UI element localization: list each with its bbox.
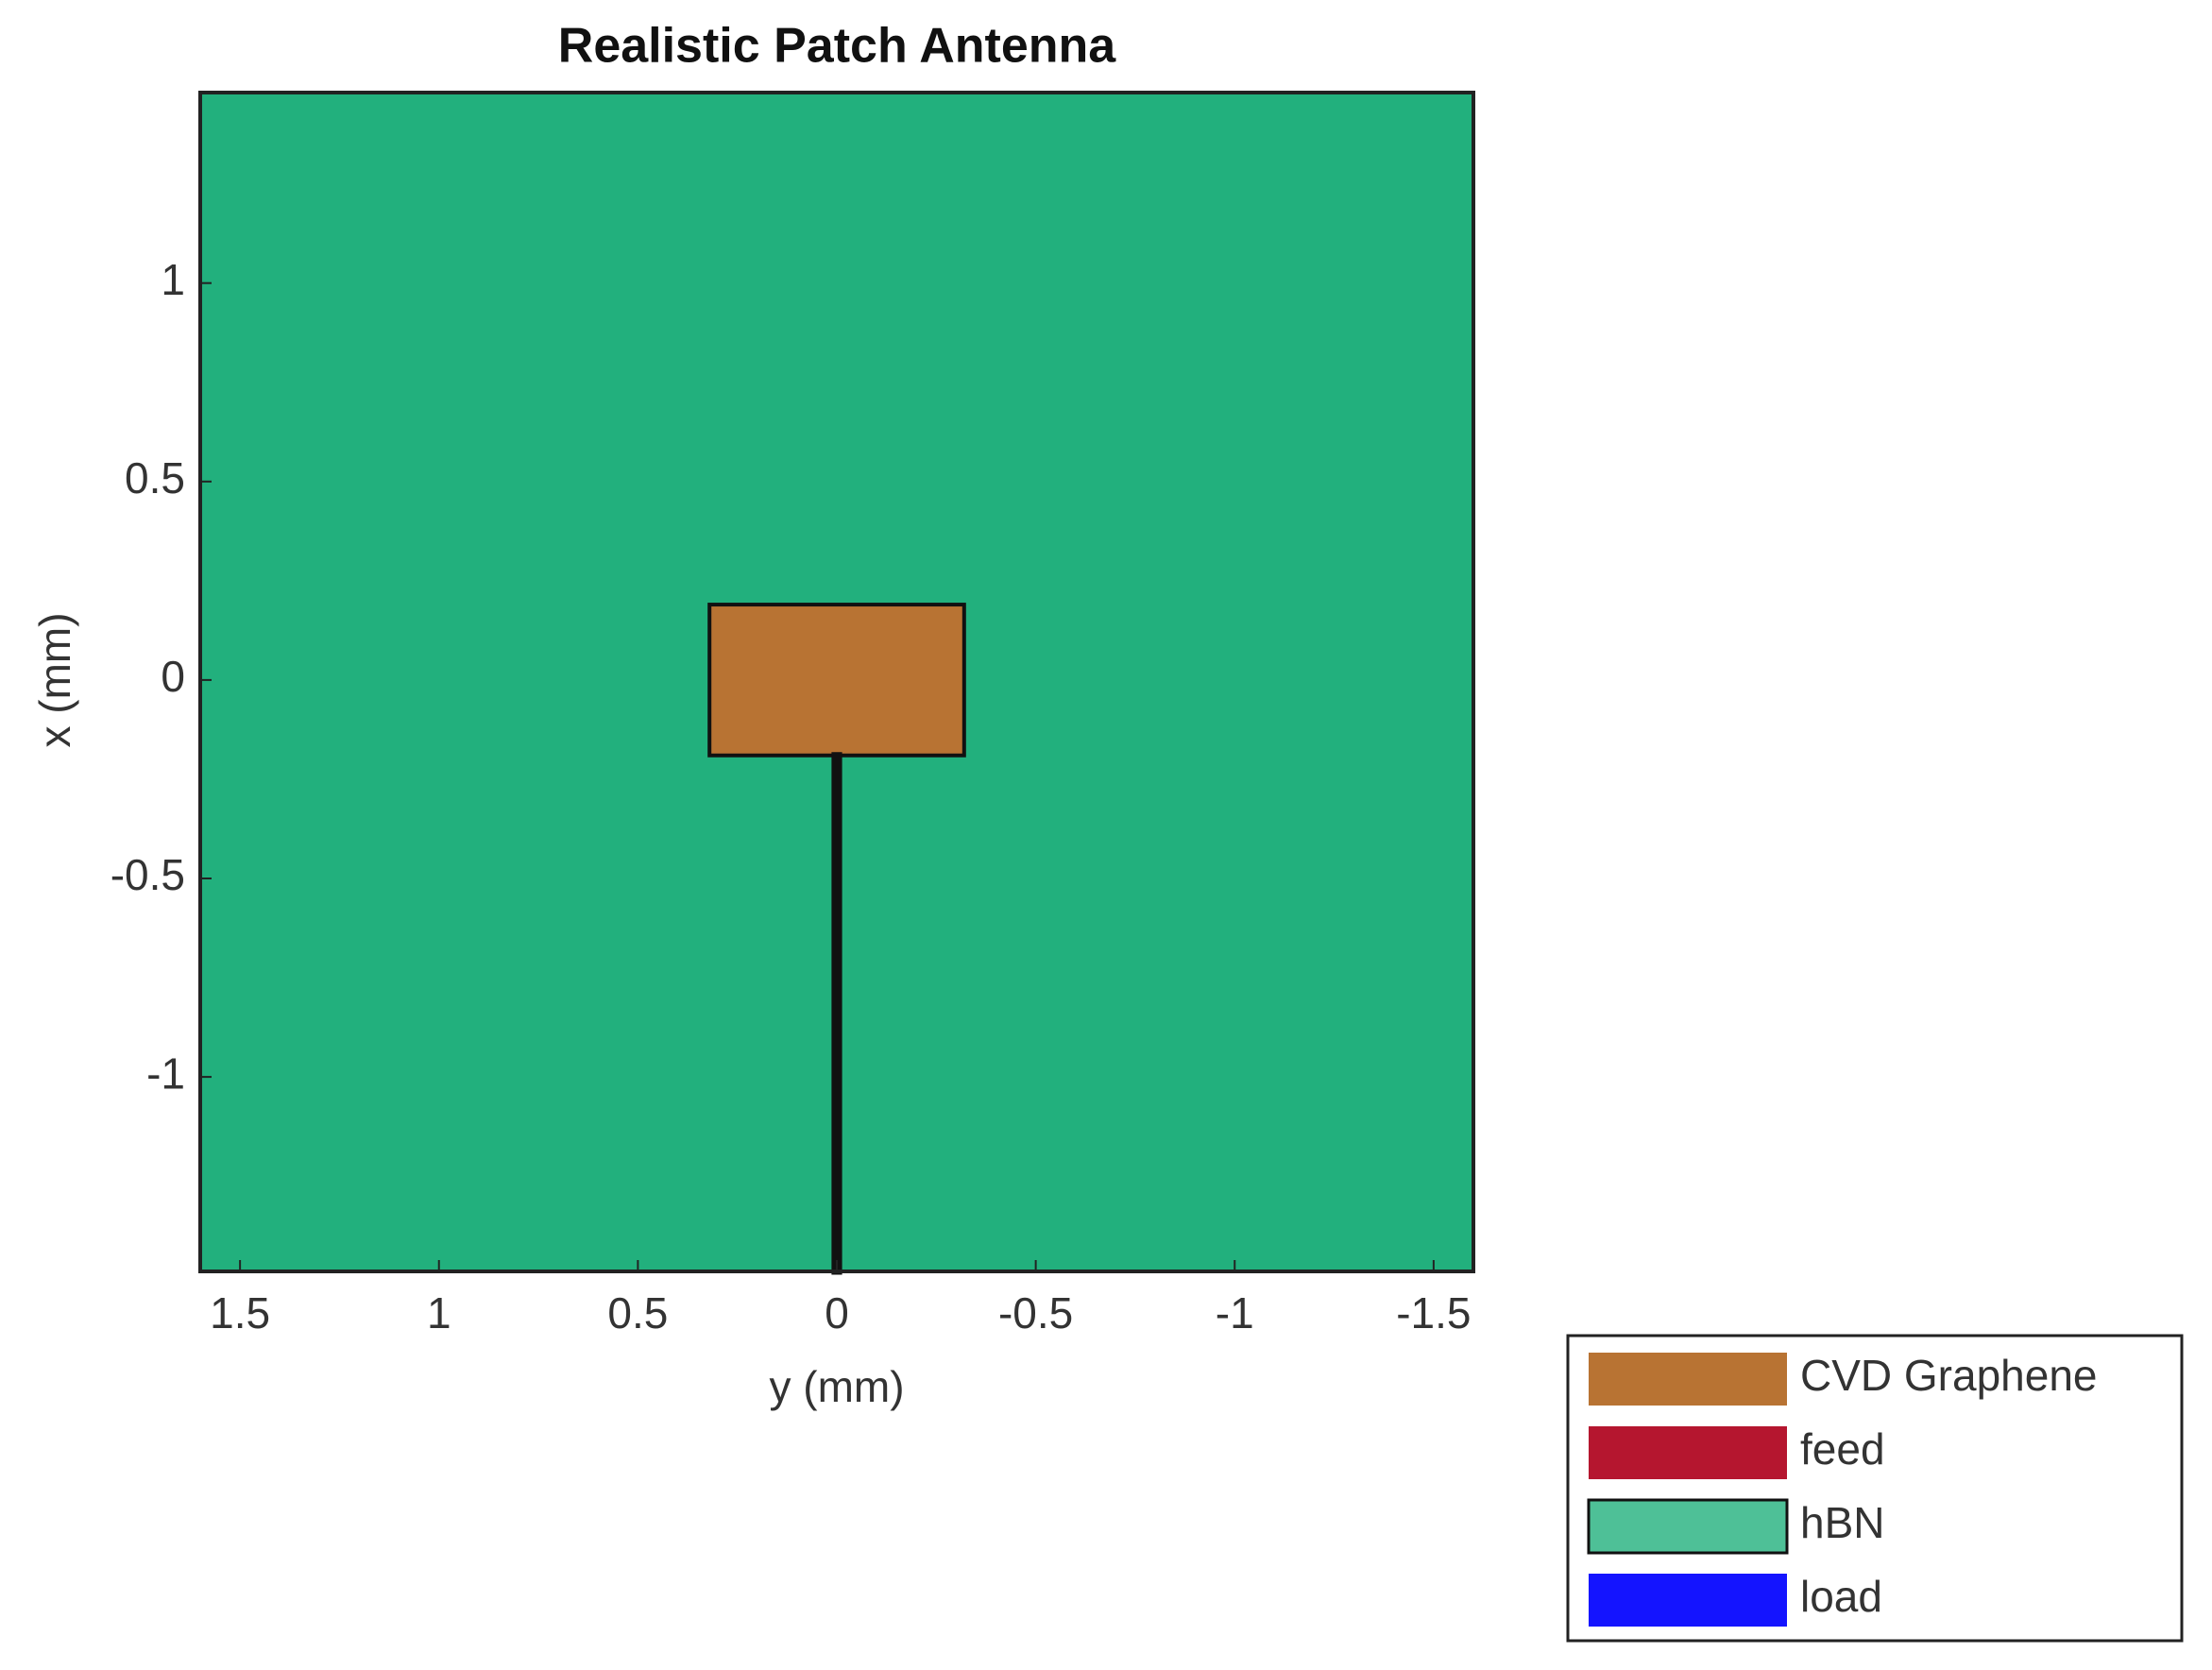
- x-tick-label: 0.5: [607, 1288, 668, 1338]
- x-tick-label: 0: [825, 1288, 849, 1338]
- legend-label: load: [1800, 1572, 1882, 1621]
- legend-swatch: [1589, 1426, 1787, 1479]
- legend: CVD Graphene feed hBN load: [1587, 1351, 2098, 1627]
- legend-label: CVD Graphene: [1800, 1351, 2098, 1400]
- y-tick-label: -0.5: [111, 850, 185, 899]
- y-tick-label: 0: [161, 652, 185, 701]
- y-tick-label: 1: [161, 255, 185, 304]
- legend-swatch: [1589, 1353, 1787, 1406]
- x-tick-label: -1: [1216, 1288, 1254, 1338]
- plot-area: 1.5 1 0.5 0 -0.5 -1 -1.5 -1 -0.5 0 0.5 1: [111, 91, 1475, 1338]
- legend-swatch: [1589, 1574, 1787, 1627]
- y-tick-label: -1: [146, 1048, 185, 1098]
- x-tick-label: -1.5: [1396, 1288, 1471, 1338]
- y-tick-label: 0.5: [125, 453, 185, 503]
- legend-swatch: [1587, 1498, 1789, 1555]
- legend-label: feed: [1800, 1424, 1885, 1474]
- legend-label: hBN: [1800, 1498, 1884, 1547]
- shape: [707, 603, 966, 758]
- x-tick-label: 1: [427, 1288, 451, 1338]
- chart-title: Realistic Patch Antenna: [558, 19, 1117, 74]
- x-tick-label: -0.5: [998, 1288, 1073, 1338]
- shape: [831, 752, 842, 1275]
- x-tick-label: 1.5: [210, 1288, 270, 1338]
- y-axis-label: x (mm): [30, 612, 79, 747]
- x-axis-label: y (mm): [769, 1362, 904, 1411]
